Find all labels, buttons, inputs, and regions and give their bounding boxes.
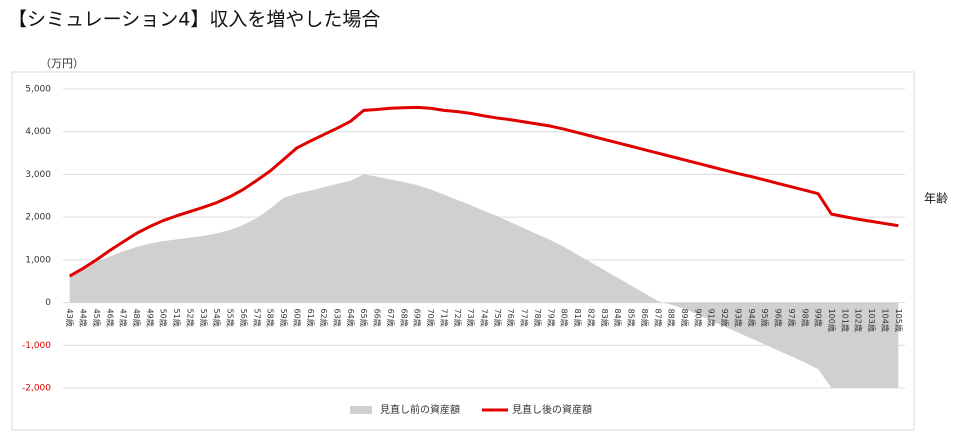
y-tick-label: 5,000 — [25, 85, 51, 95]
x-tick-label: 90歳 — [693, 309, 703, 327]
x-tick-label: 43歳 — [65, 309, 75, 327]
x-tick-label: 88歳 — [667, 309, 677, 327]
x-tick-label: 63歳 — [332, 309, 342, 327]
x-tick-label: 64歳 — [346, 309, 356, 327]
x-tick-label: 81歳 — [573, 309, 583, 327]
x-tick-label: 65歳 — [359, 309, 369, 327]
x-tick-label: 46歳 — [105, 309, 115, 327]
x-tick-label: 61歳 — [306, 309, 316, 327]
plot — [63, 88, 905, 389]
x-tick-label: 53歳 — [199, 309, 209, 327]
y-tick-label: -2,000 — [22, 384, 51, 394]
x-tick-label: 84歳 — [613, 309, 623, 327]
x-tick-label: 89歳 — [680, 309, 690, 327]
x-tick-label: 79歳 — [546, 309, 556, 327]
x-tick-label: 94歳 — [747, 309, 757, 327]
x-tick-label: 75歳 — [493, 309, 503, 327]
x-tick-label: 104歳 — [880, 309, 890, 332]
y-tick-label: 1,000 — [25, 255, 51, 265]
chart-frame — [11, 71, 915, 431]
y-tick-label: 0 — [45, 298, 51, 308]
y-tick-label: 3,000 — [25, 170, 51, 180]
x-tick-label: 82歳 — [586, 309, 596, 327]
line — [68, 105, 899, 278]
x-tick-label: 44歳 — [79, 309, 89, 327]
x-tick-label: 45歳 — [92, 309, 102, 327]
x-tick-label: 62歳 — [319, 309, 329, 327]
x-axis-label: 年齢 — [924, 191, 948, 206]
x-tick-label: 76歳 — [506, 309, 516, 327]
x-tick-label: 100歳 — [827, 309, 837, 332]
x-tick-label: 47歳 — [119, 309, 129, 327]
x-tick-label: 66歳 — [373, 309, 383, 327]
x-tick-label: 83歳 — [600, 309, 610, 327]
legend-swatch — [350, 406, 372, 414]
y-tick-label: 2,000 — [25, 213, 51, 223]
x-tick-label: 85歳 — [627, 309, 637, 327]
x-tick-label: 105歳 — [894, 309, 904, 332]
chart-title: 【シミュレーション4】収入を増やした場合 — [8, 9, 380, 31]
x-tick-label: 50歳 — [159, 309, 169, 327]
x-tick-label: 80歳 — [560, 309, 570, 327]
x-tick-label: 77歳 — [520, 309, 530, 327]
x-tick-label: 51歳 — [172, 309, 182, 327]
x-tick-label: 73歳 — [466, 309, 476, 327]
y-tick-label: 4,000 — [25, 127, 51, 137]
x-tick-label: 99歳 — [814, 309, 824, 327]
x-tick-label: 86歳 — [640, 309, 650, 327]
x-tick-label: 71歳 — [439, 309, 449, 327]
x-tick-label: 87歳 — [653, 309, 663, 327]
x-tick-label: 92歳 — [720, 309, 730, 327]
x-tick-label: 59歳 — [279, 309, 289, 327]
y-unit: （万円） — [40, 57, 84, 70]
x-tick-label: 98歳 — [800, 309, 810, 327]
x-tick-label: 72歳 — [453, 309, 463, 327]
x-tick-label: 54歳 — [212, 309, 222, 327]
x-tick-label: 52歳 — [185, 309, 195, 327]
x-tick-label: 48歳 — [132, 309, 142, 327]
x-tick-label: 69歳 — [413, 309, 423, 327]
x-tick-label: 60歳 — [292, 309, 302, 327]
x-tick-label: 58歳 — [266, 309, 276, 327]
legend-label: 見直し前の資産額 — [380, 403, 460, 416]
x-tick-label: 55歳 — [226, 309, 236, 327]
area — [69, 174, 899, 388]
x-tick-label: 74歳 — [480, 309, 490, 327]
y-tick-label: -1,000 — [22, 341, 51, 351]
x-tick-label: 97歳 — [787, 309, 797, 327]
x-tick-label: 101歳 — [840, 309, 850, 332]
x-tick-label: 57歳 — [252, 309, 262, 327]
x-tick-label: 103歳 — [867, 309, 877, 332]
x-tick-label: 70歳 — [426, 309, 436, 327]
x-tick-label: 78歳 — [533, 309, 543, 327]
x-tick-label: 67歳 — [386, 309, 396, 327]
x-tick-label: 102歳 — [854, 309, 864, 332]
x-tick-label: 49歳 — [145, 309, 155, 327]
x-tick-label: 96歳 — [774, 309, 784, 327]
x-tick-label: 56歳 — [239, 309, 249, 327]
x-tick-label: 93歳 — [733, 309, 743, 327]
legend-label: 見直し後の資産額 — [512, 403, 592, 416]
x-tick-label: 91歳 — [707, 309, 717, 327]
x-tick-label: 68歳 — [399, 309, 409, 327]
x-tick-label: 95歳 — [760, 309, 770, 327]
